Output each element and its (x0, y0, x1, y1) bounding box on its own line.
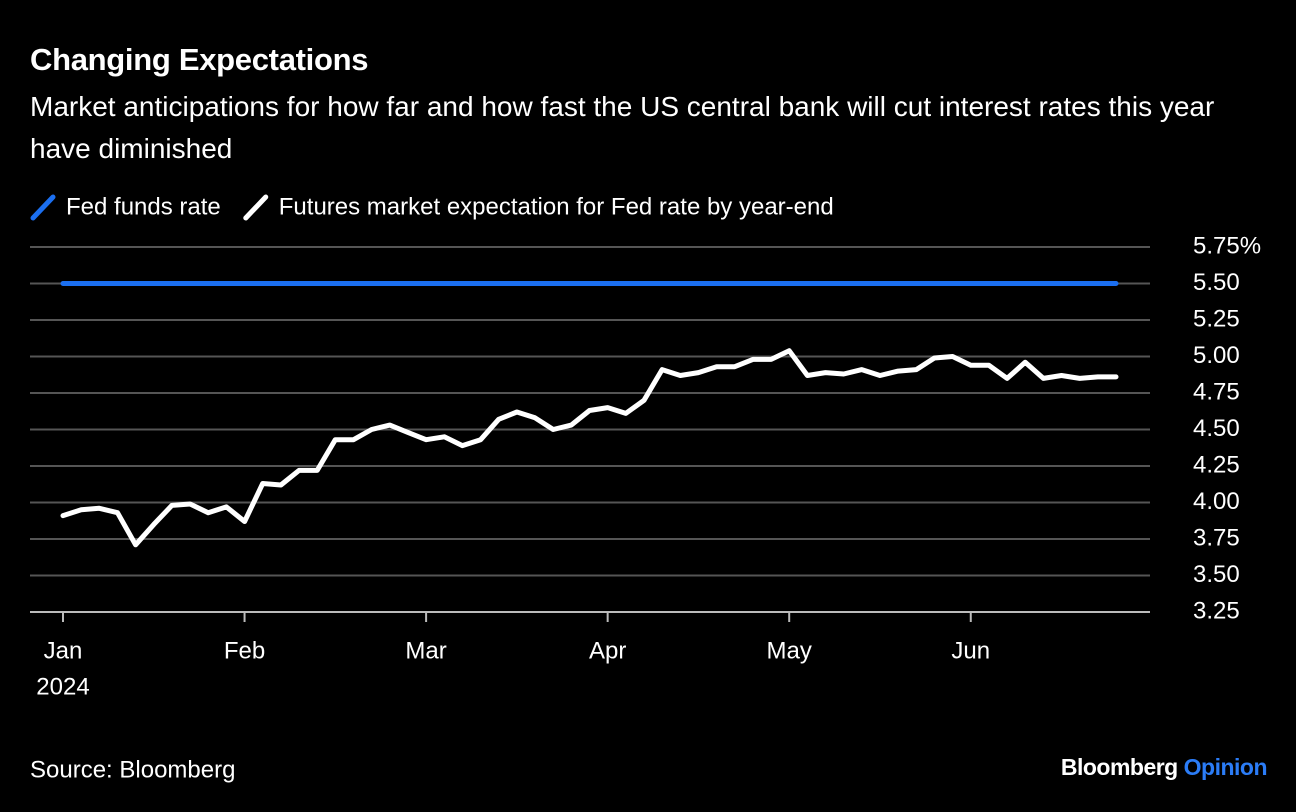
brand-highlight: Opinion (1184, 754, 1267, 780)
chart-title: Changing Expectations (30, 42, 369, 77)
brand-name: Bloomberg (1061, 754, 1178, 780)
legend-swatch (30, 194, 56, 221)
x-tick-label: Feb (224, 637, 265, 664)
y-tick-label: 4.25 (1193, 451, 1240, 478)
source: Source: Bloomberg (30, 756, 235, 783)
y-tick-label: 3.25 (1193, 597, 1240, 624)
legend-label: Fed funds rate (66, 193, 221, 220)
y-tick-label: 5.50 (1193, 269, 1240, 296)
y-tick-label: 4.00 (1193, 488, 1240, 515)
chart-subtitle: Market anticipations for how far and how… (30, 91, 1215, 164)
x-tick-label: May (767, 637, 812, 664)
x-tick-sublabel: 2024 (36, 673, 89, 700)
x-tick-label: Jan (44, 637, 83, 664)
y-tick-label: 5.00 (1193, 342, 1240, 369)
x-tick-label: Mar (405, 637, 446, 664)
legend-label: Futures market expectation for Fed rate … (279, 193, 834, 220)
legend-swatch (243, 194, 269, 221)
y-tick-label: 4.75 (1193, 378, 1240, 405)
y-tick-label: 5.75% (1193, 232, 1261, 259)
series-line (60, 348, 1119, 548)
x-tick-label: Apr (589, 637, 626, 664)
y-tick-label: 4.50 (1193, 415, 1240, 442)
y-tick-label: 3.50 (1193, 561, 1240, 588)
y-tick-label: 3.75 (1193, 524, 1240, 551)
brand: Bloomberg Opinion (1061, 754, 1267, 780)
y-tick-label: 5.25 (1193, 305, 1240, 332)
x-tick-label: Jun (951, 637, 990, 664)
